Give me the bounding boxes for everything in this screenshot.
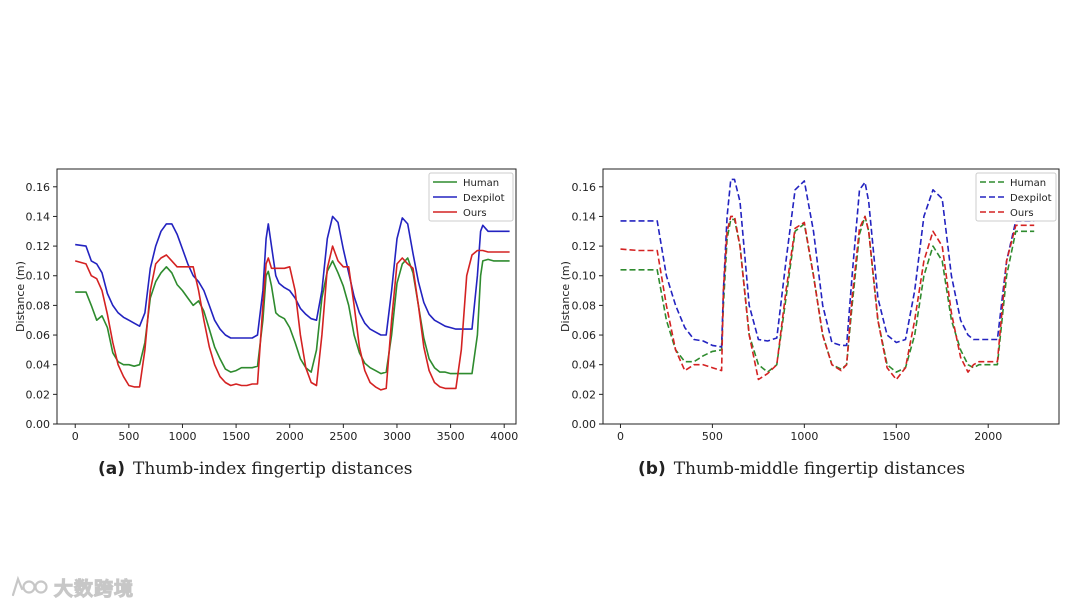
series-line-dexpilot-b bbox=[620, 178, 1035, 348]
x-tick-label-a: 3500 bbox=[437, 430, 465, 443]
y-axis-label-a: Distance (m) bbox=[14, 261, 27, 332]
legend-label-ours-b: Ours bbox=[1010, 208, 1034, 219]
y-tick-label-b: 0.00 bbox=[572, 418, 597, 431]
legend-label-dexpilot-b: Dexpilot bbox=[1010, 193, 1052, 204]
watermark-text: 大数跨境 bbox=[53, 577, 135, 600]
plot-frame-a bbox=[56, 168, 517, 425]
y-tick-label-a: 0.12 bbox=[26, 240, 51, 253]
y-tick-label-b: 0.08 bbox=[572, 299, 597, 312]
y-tick-label-b: 0.14 bbox=[572, 210, 597, 223]
x-tick-label-a: 1500 bbox=[222, 430, 250, 443]
series-line-dexpilot-a bbox=[75, 215, 510, 339]
x-tick-label-b: 0 bbox=[617, 430, 624, 443]
y-tick-label-b: 0.12 bbox=[572, 240, 597, 253]
x-tick-label-a: 3000 bbox=[383, 430, 411, 443]
y-tick-label-a: 0.00 bbox=[26, 418, 51, 431]
x-tick-label-a: 0 bbox=[72, 430, 79, 443]
y-tick-label-b: 0.16 bbox=[572, 181, 597, 194]
y-tick-label-b: 0.10 bbox=[572, 270, 597, 283]
series-line-ours-b bbox=[620, 215, 1035, 381]
plot-frame-b bbox=[602, 168, 1060, 425]
y-axis-label-b: Distance (m) bbox=[559, 261, 572, 332]
caption-a: (a) Thumb-index fingertip distances bbox=[98, 458, 413, 479]
watermark: 大数跨境 bbox=[10, 574, 134, 600]
x-tick-label-a: 500 bbox=[118, 430, 139, 443]
y-tick-label-a: 0.10 bbox=[26, 270, 51, 283]
watermark-logo-icon bbox=[11, 575, 48, 597]
y-tick-label-a: 0.02 bbox=[26, 388, 51, 401]
legend-a: Human Dexpilot Ours bbox=[428, 172, 514, 222]
y-tick-label-a: 0.06 bbox=[26, 329, 51, 342]
y-tick-label-a: 0.04 bbox=[26, 359, 51, 372]
series-line-human-a bbox=[75, 257, 510, 375]
x-tick-label-a: 2000 bbox=[276, 430, 304, 443]
caption-a-text: Thumb-index fingertip distances bbox=[133, 459, 413, 479]
x-tick-label-b: 1500 bbox=[882, 430, 910, 443]
y-tick-label-a: 0.08 bbox=[26, 299, 51, 312]
legend-label-dexpilot-a: Dexpilot bbox=[463, 193, 505, 204]
y-tick-label-b: 0.06 bbox=[572, 329, 597, 342]
y-tick-label-a: 0.16 bbox=[26, 181, 51, 194]
x-tick-label-a: 4000 bbox=[490, 430, 518, 443]
legend-label-ours-a: Ours bbox=[463, 208, 487, 219]
legend-label-human-b: Human bbox=[1010, 178, 1046, 189]
x-tick-label-b: 1000 bbox=[790, 430, 818, 443]
caption-b-text: Thumb-middle fingertip distances bbox=[673, 459, 966, 479]
caption-b-label: (b) bbox=[638, 459, 666, 479]
chart-panel-b: 0.00 0.02 0.04 0.06 0.08 0.10 0.12 0.14 0.16 0 50… bbox=[559, 168, 1060, 443]
x-tick-label-a: 1000 bbox=[168, 430, 196, 443]
legend-b: Human Dexpilot Ours bbox=[975, 172, 1057, 222]
y-tick-label-a: 0.14 bbox=[26, 210, 51, 223]
caption-b: (b) Thumb-middle fingertip distances bbox=[638, 458, 965, 479]
series-line-ours-a bbox=[74, 245, 510, 391]
x-tick-label-b: 2000 bbox=[974, 430, 1002, 443]
x-tick-label-a: 2500 bbox=[329, 430, 357, 443]
legend-label-human-a: Human bbox=[463, 178, 499, 189]
chart-panel-a: 0.00 0.02 0.04 0.06 0.08 0.10 0.12 0.14 0.16 0 50… bbox=[14, 168, 518, 443]
y-tick-label-b: 0.04 bbox=[572, 359, 597, 372]
y-tick-label-b: 0.02 bbox=[572, 388, 597, 401]
x-tick-label-b: 500 bbox=[702, 430, 723, 443]
caption-a-label: (a) bbox=[98, 459, 126, 479]
